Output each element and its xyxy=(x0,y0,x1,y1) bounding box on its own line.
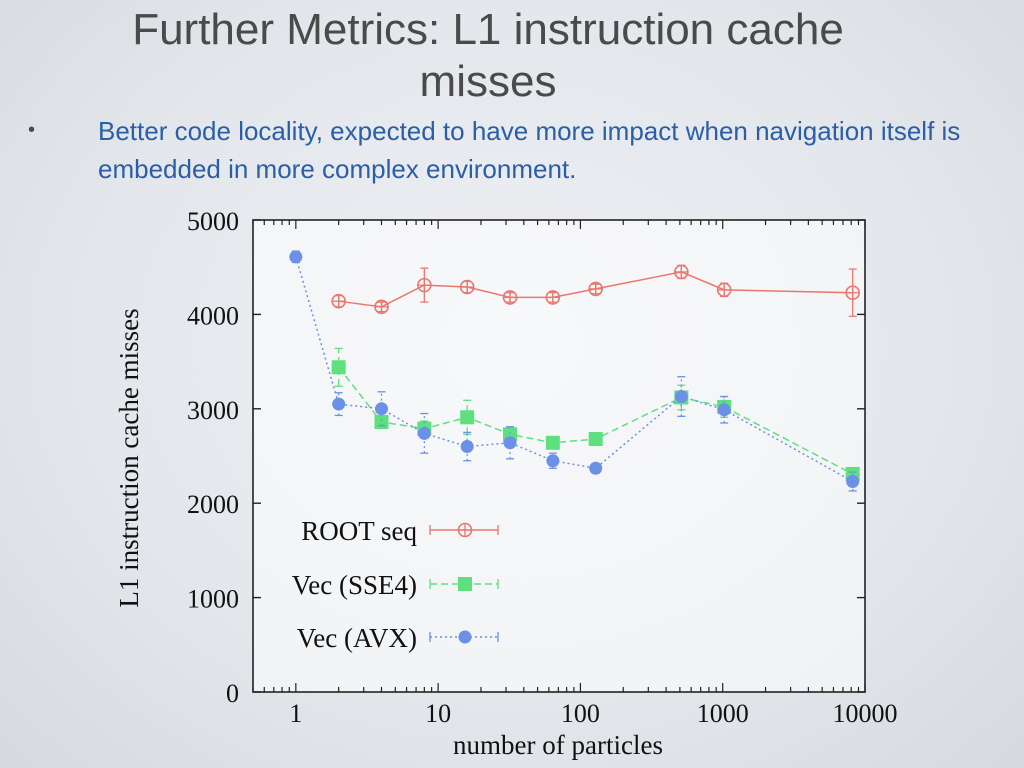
x-tick-label: 10000 xyxy=(833,699,898,728)
x-tick-label: 10 xyxy=(425,699,451,728)
data-point xyxy=(289,250,303,264)
bullet-text: Better code locality, expected to have m… xyxy=(98,116,961,184)
chart-legend: ROOT seq Vec (SSE4) Vec (AVX) xyxy=(292,516,499,653)
data-point xyxy=(846,474,860,488)
y-axis-label: L1 instruction cache misses xyxy=(114,308,144,607)
x-tick-label: 1000 xyxy=(697,699,749,728)
data-point xyxy=(375,402,389,416)
plot-frame xyxy=(252,219,866,693)
data-point xyxy=(460,440,474,454)
data-point xyxy=(331,360,346,375)
data-point xyxy=(460,410,475,425)
bullet-point: • Better code locality, expected to have… xyxy=(26,112,986,188)
data-point xyxy=(417,426,431,440)
chart-tick-labels: 0 1000 2000 3000 4000 5000 1 10 100 1000 10000 xyxy=(187,207,898,728)
legend-marker xyxy=(458,630,472,644)
series-vec-avx xyxy=(289,250,860,492)
y-tick-label: 3000 xyxy=(187,396,239,425)
data-point xyxy=(332,397,346,411)
y-tick-label: 2000 xyxy=(187,490,239,519)
x-tick-label: 1 xyxy=(289,699,302,728)
y-tick-label: 4000 xyxy=(187,301,239,330)
slide-title: Further Metrics: L1 instruction cache mi… xyxy=(132,5,844,106)
y-tick-label: 1000 xyxy=(187,585,239,614)
data-point xyxy=(546,454,560,468)
chart-series-group xyxy=(289,250,860,492)
data-point xyxy=(674,390,688,404)
series-root-seq xyxy=(331,264,860,317)
data-point xyxy=(545,435,560,450)
data-point xyxy=(588,432,603,447)
legend-label: Vec (AVX) xyxy=(297,623,417,653)
data-point xyxy=(589,461,603,475)
data-point xyxy=(503,436,517,450)
data-point xyxy=(717,403,731,417)
x-tick-label: 100 xyxy=(561,699,600,728)
data-point xyxy=(374,415,389,430)
legend-label: ROOT seq xyxy=(301,516,417,546)
y-tick-label: 5000 xyxy=(187,207,239,236)
series-line xyxy=(338,271,853,308)
series-line xyxy=(295,256,854,483)
legend-label: Vec (SSE4) xyxy=(292,570,417,600)
y-tick-label: 0 xyxy=(226,679,239,708)
legend-marker xyxy=(458,577,472,591)
l1-cache-miss-chart: 0 1000 2000 3000 4000 5000 1 10 100 1000 10000 num… xyxy=(114,207,898,760)
bullet-symbol: • xyxy=(28,119,36,141)
x-axis-label: number of particles xyxy=(453,730,663,760)
series-line xyxy=(338,366,854,475)
